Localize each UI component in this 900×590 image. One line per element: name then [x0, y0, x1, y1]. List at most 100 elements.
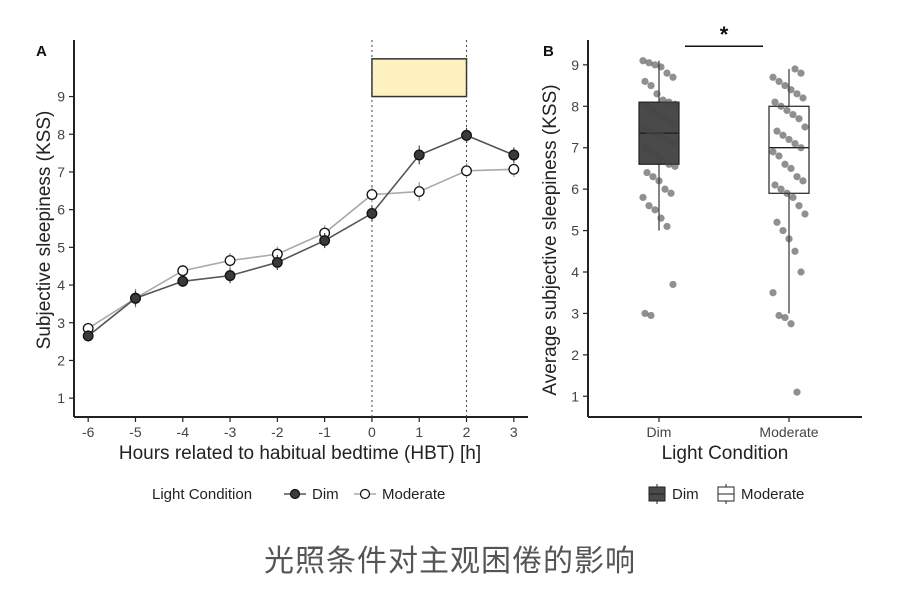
box-moderate-point: [773, 127, 781, 135]
series-dim-point: [130, 292, 141, 304]
box-moderate-point: [769, 73, 777, 81]
box-moderate-point: [781, 160, 789, 168]
box-dim-point: [653, 90, 661, 98]
box-dim-point: [657, 214, 665, 222]
series-dim-point: [177, 275, 189, 287]
series-dim-point: [413, 149, 425, 161]
box-moderate-point: [773, 218, 781, 226]
box-dim-point: [671, 100, 679, 108]
panel-a-y-tick-label: 7: [57, 164, 65, 180]
panel-a-y-tick-label: 5: [57, 239, 65, 255]
box-moderate-point: [793, 90, 801, 98]
box-dim-point: [641, 77, 649, 86]
legend-a-moderate-label: Moderate: [382, 486, 445, 503]
box-dim-point: [641, 309, 649, 318]
panel-a-x-tick-label: 3: [510, 424, 518, 440]
panel-b-y-tick-label: 8: [571, 98, 579, 114]
box-dim-point: [643, 102, 651, 110]
series-moderate-line: [87, 168, 514, 330]
box-dim-point: [659, 96, 667, 104]
legend-a-dim-marker: [289, 488, 301, 500]
box-dim-point: [655, 177, 663, 185]
box-moderate-point: [771, 181, 779, 189]
box-moderate-point: [785, 235, 793, 243]
box-moderate-point: [781, 313, 789, 322]
panel-b-y-axis-title: Average subjective sleepiness (KSS): [540, 84, 561, 395]
box-dim-point: [669, 280, 677, 289]
box-dim-point: [671, 162, 679, 170]
series-dim-point: [271, 256, 283, 268]
panel-b-x-tick-label: Dim: [647, 424, 672, 440]
box-dim-point: [649, 173, 657, 181]
significance-label: *: [720, 22, 729, 47]
legend-a-dim-label: Dim: [312, 486, 339, 503]
box-dim-point: [649, 106, 657, 115]
box-moderate-point: [777, 185, 785, 193]
box-dim-point: [651, 61, 659, 69]
series-moderate-point: [366, 189, 378, 201]
legend-a: Light Condition Dim Moderate: [152, 486, 445, 503]
legend-a-title: Light Condition: [152, 486, 252, 503]
panel-a-x-tick-label: -4: [177, 424, 190, 440]
legend-b-moderate-label: Moderate: [741, 486, 804, 503]
box-moderate-point: [791, 65, 799, 73]
panel-a-x-tick-label: -5: [129, 424, 142, 440]
legend-a-moderate-marker: [359, 488, 371, 500]
box-moderate-point: [783, 189, 791, 197]
panel-b-y-tick-label: 9: [571, 57, 579, 73]
box-moderate-point: [769, 289, 777, 297]
box-moderate-point: [777, 102, 785, 110]
panel-a-y-axis-title: Subjective sleepiness (KSS): [34, 111, 55, 350]
box-moderate-point: [771, 98, 779, 106]
box-moderate-point: [801, 123, 809, 131]
box-moderate-point: [791, 139, 799, 148]
series-dim-point: [319, 235, 331, 247]
panel-b-y-tick-label: 6: [571, 181, 579, 197]
series-dim-point: [461, 129, 472, 141]
panel-b-y-tick-label: 5: [571, 223, 579, 239]
series-moderate-point: [508, 163, 520, 175]
panel-a-x-tick-label: -2: [271, 424, 284, 440]
box-dim-point: [659, 156, 667, 164]
box-moderate-point: [775, 311, 783, 320]
box-dim-point: [639, 123, 647, 131]
box-dim-point: [651, 206, 659, 214]
series-moderate-point: [177, 265, 189, 277]
box-moderate-point: [779, 131, 787, 139]
box-moderate-point: [769, 148, 777, 156]
box-moderate-point: [793, 173, 801, 181]
box-moderate-point: [797, 268, 805, 276]
box-moderate-point: [781, 81, 789, 90]
panel-a-x-tick-label: -3: [224, 424, 237, 440]
box-dim-point: [663, 69, 671, 77]
series-moderate-point: [224, 255, 236, 266]
box-moderate-point: [795, 115, 803, 123]
box-dim-point: [645, 59, 653, 67]
box-moderate-point: [779, 226, 787, 235]
box-dim-point: [669, 73, 677, 81]
panel-a-y-tick-label: 8: [57, 126, 65, 142]
series-dim-line: [87, 134, 515, 337]
box-dim-point: [661, 115, 669, 123]
box-dim-point: [655, 110, 663, 119]
box-moderate-point: [797, 69, 805, 77]
box-moderate-point: [799, 177, 807, 185]
box-dim-point: [645, 127, 653, 135]
box-dim-point: [643, 168, 651, 177]
box-dim-point: [641, 144, 649, 152]
box-moderate-point: [789, 110, 797, 119]
series-dim-point: [224, 270, 236, 282]
box-dim-point: [657, 63, 665, 71]
box-dim-point: [667, 119, 675, 127]
panel-a-x-tick-label: -6: [82, 424, 95, 440]
panel-a-y-tick-label: 6: [57, 202, 65, 218]
box-dim-point: [669, 139, 677, 148]
box-dim-point: [647, 148, 655, 156]
panel-a-label: A: [36, 43, 47, 60]
panel-b-y-tick-label: 4: [571, 264, 579, 280]
series-dim-point: [82, 330, 94, 342]
box-dim-point: [645, 202, 653, 210]
panel-a-x-tick-label: 2: [463, 424, 471, 440]
